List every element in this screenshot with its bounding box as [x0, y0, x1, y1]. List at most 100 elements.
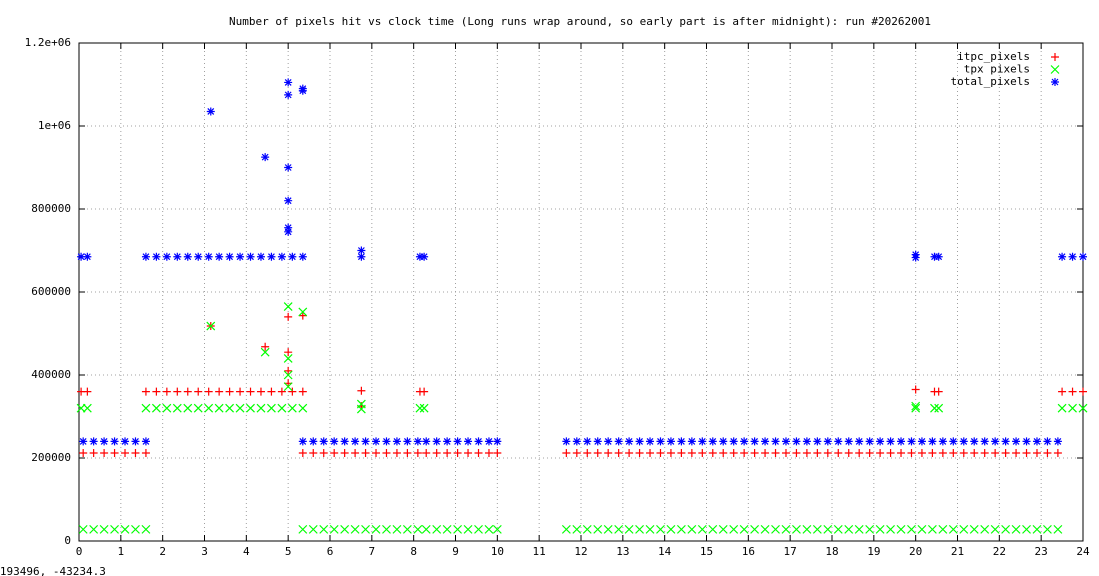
data-point: [372, 437, 381, 446]
data-point: [917, 524, 927, 534]
y-tick-label: 0: [64, 534, 71, 547]
data-point: [78, 524, 88, 534]
data-point: [1001, 449, 1010, 458]
data-point: [1022, 437, 1031, 446]
data-point: [1012, 449, 1021, 458]
data-point: [934, 403, 944, 413]
data-point: [152, 252, 161, 261]
data-point: [361, 437, 370, 446]
data-point: [183, 252, 192, 261]
data-point: [911, 403, 921, 413]
data-point: [83, 387, 92, 396]
data-point: [938, 524, 948, 534]
data-point: [907, 437, 916, 446]
data-point: [173, 387, 182, 396]
data-point: [1068, 252, 1077, 261]
data-point: [110, 524, 119, 534]
data-point: [1032, 449, 1041, 458]
data-point: [729, 524, 739, 534]
data-point: [593, 449, 602, 458]
data-point: [464, 449, 473, 458]
data-point: [855, 449, 864, 458]
x-tick-label: 3: [201, 545, 208, 558]
data-point: [1043, 449, 1052, 458]
data-point: [844, 524, 854, 534]
data-point: [970, 449, 979, 458]
data-point: [740, 437, 749, 446]
data-point: [676, 524, 686, 534]
data-point: [750, 524, 760, 534]
data-point: [351, 449, 360, 458]
data-point: [484, 449, 493, 458]
data-point: [246, 387, 255, 396]
data-point: [236, 252, 245, 261]
data-point: [260, 347, 270, 357]
data-point: [256, 387, 265, 396]
data-point: [635, 437, 644, 446]
data-point: [572, 449, 581, 458]
data-point: [1068, 387, 1077, 396]
data-point: [319, 524, 329, 534]
data-point: [697, 524, 707, 534]
x-tick-label: 9: [452, 545, 459, 558]
data-point: [89, 449, 98, 458]
data-point: [277, 252, 286, 261]
data-point: [361, 524, 370, 534]
data-point: [277, 387, 286, 396]
data-point: [635, 524, 644, 534]
data-point: [371, 524, 381, 534]
data-point: [911, 253, 920, 262]
data-point: [656, 437, 665, 446]
data-point: [204, 403, 214, 413]
data-point: [492, 524, 502, 534]
data-point: [403, 437, 412, 446]
data-point: [928, 437, 937, 446]
data-point: [802, 437, 811, 446]
data-point: [1079, 387, 1087, 396]
data-point: [110, 437, 119, 446]
data-point: [771, 449, 780, 458]
data-point: [1032, 524, 1042, 534]
data-point: [583, 449, 592, 458]
data-point: [225, 403, 235, 413]
data-point: [708, 524, 718, 534]
data-point: [141, 449, 150, 458]
data-point: [298, 437, 307, 446]
data-point: [583, 437, 592, 446]
x-tick-label: 8: [410, 545, 417, 558]
y-tick-label: 400000: [31, 368, 71, 381]
data-point: [309, 437, 318, 446]
data-point: [351, 437, 360, 446]
data-point: [865, 524, 875, 534]
data-point: [356, 404, 366, 414]
data-point: [194, 387, 203, 396]
data-point: [771, 524, 780, 534]
data-point: [151, 403, 161, 413]
data-point: [834, 437, 843, 446]
data-point: [415, 252, 424, 261]
data-point: [284, 78, 293, 87]
data-point: [593, 437, 602, 446]
data-point: [361, 449, 370, 458]
data-point: [1057, 403, 1067, 413]
y-tick-label: 600000: [31, 285, 71, 298]
data-point: [911, 401, 921, 411]
data-point: [79, 449, 88, 458]
data-point: [1068, 403, 1077, 413]
data-point: [204, 252, 213, 261]
data-point: [419, 403, 429, 413]
data-point: [357, 246, 366, 255]
data-point: [283, 382, 293, 392]
data-point: [760, 524, 770, 534]
x-tick-label: 21: [951, 545, 964, 558]
data-point: [442, 524, 452, 534]
data-point: [582, 524, 592, 534]
data-point: [432, 437, 441, 446]
data-point: [750, 437, 759, 446]
data-point: [1001, 524, 1011, 534]
data-point: [927, 524, 937, 534]
data-point: [284, 223, 293, 232]
data-point: [781, 437, 790, 446]
data-point: [76, 403, 86, 413]
data-point: [319, 437, 328, 446]
